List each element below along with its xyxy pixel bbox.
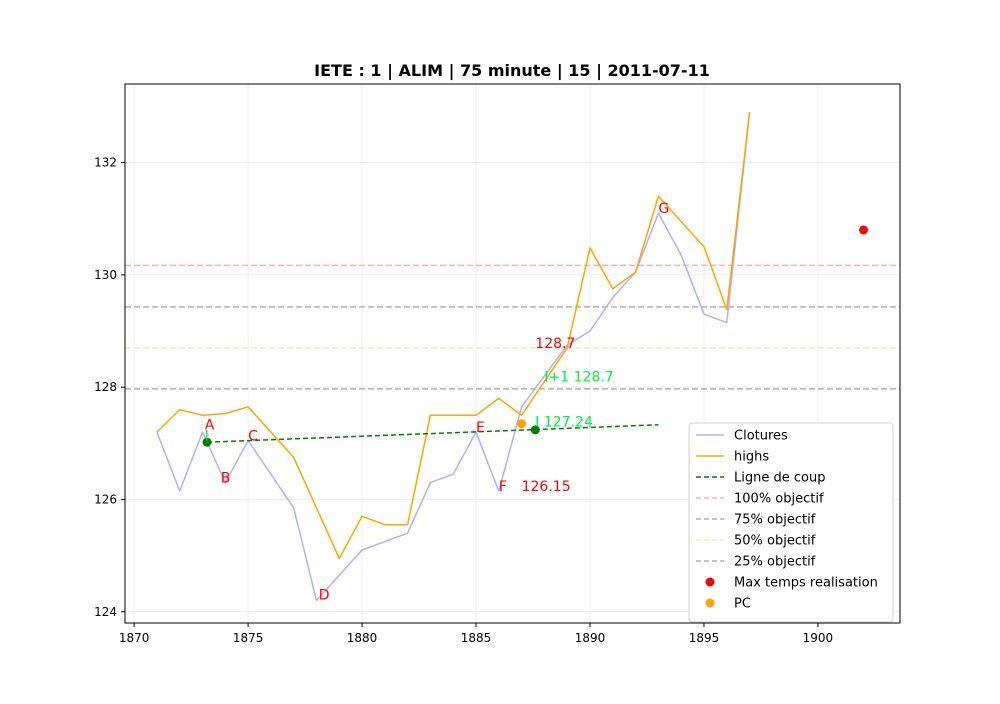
tick-layer: 1870 1875 1880 1885 1890 1895 1900 124 126 128 130… [94,156,833,645]
x-tick-label: 1870 [119,631,150,645]
grid-layer [125,84,900,623]
y-tick-label: 128 [94,380,117,394]
annotation-label: G [658,201,669,217]
series-line [207,424,659,443]
annotation-label: A [205,417,215,433]
y-tick-label: 126 [94,492,117,506]
legend-swatch [705,577,715,587]
annotation-label: 126.15 [522,479,571,495]
annotation-label: I+1 128.7 [544,370,613,386]
series-line [156,112,751,560]
x-tick-label: 1880 [347,631,378,645]
x-tick-label: 1885 [461,631,492,645]
x-tick-label: 1895 [689,631,720,645]
legend-label: 100% objectif [734,492,824,507]
legend-label: PC [734,597,751,612]
y-tick-label: 124 [94,605,117,619]
legend-label: Max temps realisation [734,576,878,591]
chart-title: IETE : 1 | ALIM | 75 minute | 15 | 2011-… [314,61,710,81]
legend-label: 25% objectif [734,555,816,570]
legend-label: 50% objectif [734,534,816,549]
x-tick-label: 1900 [803,631,834,645]
series-line [156,112,751,602]
legend-swatch [705,598,715,608]
scatter-point [517,419,527,429]
legend-label: Clotures [734,429,788,444]
annotation-label: E [476,420,485,436]
annotation-label: I [205,429,209,445]
series-layer [156,112,751,602]
legend-box [688,422,894,623]
annotation-label: F [499,479,507,495]
scatter-point [859,225,869,235]
x-tick-label: 1890 [575,631,606,645]
legend-label: 75% objectif [734,513,816,528]
y-tick-label: 132 [94,156,117,170]
line-point [202,437,212,447]
annotation-layer: A B C D E F G 126.15 128.7 I+1 128.7 I 127.24 I [205,201,669,603]
annotation-label: C [248,429,258,445]
legend-label: highs [734,450,769,465]
plot-frame [124,83,901,624]
annotation-label: I 127.24 [535,414,593,430]
annotation-label: D [319,587,330,603]
line-point [530,425,540,435]
legend-label: Ligne de coup [734,471,825,486]
objective-lines [125,264,900,390]
y-tick-label: 130 [94,268,117,282]
legend: Clotures highs Ligne de coup 100% objectif 7… [688,422,894,623]
marker-layer [202,225,869,447]
x-tick-label: 1875 [233,631,264,645]
annotation-label: B [221,471,231,487]
annotation-label: 128.7 [535,336,575,352]
